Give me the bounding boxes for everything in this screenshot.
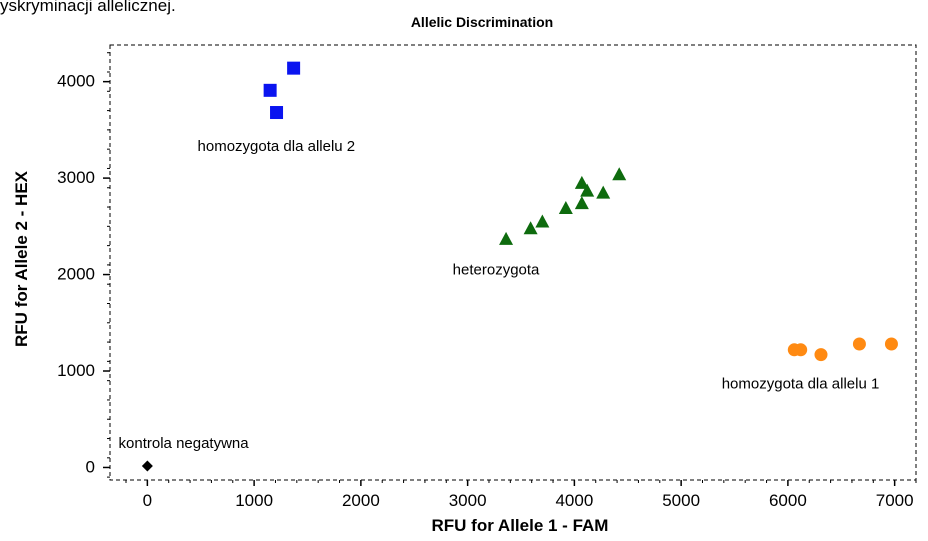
y-tick-label: 0 <box>86 457 95 476</box>
data-point-triangle <box>574 175 589 189</box>
y-tick-label: 4000 <box>57 72 95 91</box>
data-point-circle <box>852 337 866 351</box>
data-point-circle <box>794 343 808 357</box>
x-tick-label: 7000 <box>876 491 914 510</box>
data-point-triangle <box>580 183 595 197</box>
data-point-square <box>263 83 277 97</box>
data-point-square <box>287 61 301 75</box>
cluster-annotation: homozygota dla allelu 2 <box>198 138 356 155</box>
data-point-circle <box>884 337 898 351</box>
y-axis-label: RFU for Allele 2 - HEX <box>12 170 31 347</box>
data-point-diamond <box>141 460 153 472</box>
x-axis-label: RFU for Allele 1 - FAM <box>432 516 609 535</box>
y-tick-label: 1000 <box>57 361 95 380</box>
cluster-annotation: kontrola negatywna <box>119 435 250 452</box>
data-point-triangle <box>558 201 573 215</box>
caption-fragment: yskryminacji allelicznej. <box>0 0 176 15</box>
x-tick-label: 3000 <box>449 491 487 510</box>
data-point-square <box>270 106 284 120</box>
x-tick-label: 2000 <box>342 491 380 510</box>
data-point-triangle <box>574 196 589 210</box>
x-tick-label: 4000 <box>555 491 593 510</box>
data-point-triangle <box>499 231 514 245</box>
cluster-annotation: heterozygota <box>453 262 540 279</box>
chart-title: Allelic Discrimination <box>411 14 553 30</box>
x-tick-label: 5000 <box>662 491 700 510</box>
y-tick-label: 3000 <box>57 168 95 187</box>
plot-frame <box>109 44 917 481</box>
data-point-triangle <box>612 167 627 181</box>
cluster-annotation: homozygota dla allelu 1 <box>722 375 880 392</box>
data-point-triangle <box>535 214 550 228</box>
x-tick-label: 0 <box>143 491 152 510</box>
x-tick-label: 6000 <box>769 491 807 510</box>
data-point-circle <box>814 348 828 362</box>
data-point-triangle <box>596 185 611 199</box>
x-tick-label: 1000 <box>235 491 273 510</box>
y-tick-label: 2000 <box>57 265 95 284</box>
data-point-triangle <box>523 221 538 235</box>
